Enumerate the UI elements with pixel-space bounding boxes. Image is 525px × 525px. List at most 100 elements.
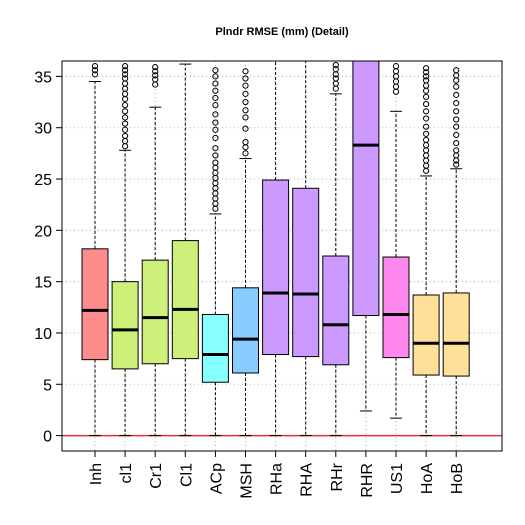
outlier-point bbox=[91, 71, 99, 78]
outlier-point bbox=[423, 87, 430, 94]
outlier-point bbox=[242, 75, 249, 82]
y-tick-label: 25 bbox=[34, 172, 52, 189]
outlier-point bbox=[423, 108, 430, 115]
box-rect bbox=[382, 256, 410, 359]
outlier-point bbox=[122, 108, 129, 115]
outlier-point bbox=[152, 76, 159, 83]
y-tick-label: 30 bbox=[34, 121, 52, 138]
outlier-point bbox=[242, 90, 249, 97]
outlier-point bbox=[212, 145, 219, 152]
y-tick-label: 35 bbox=[34, 69, 52, 86]
outlier-point bbox=[392, 63, 400, 70]
outlier-point bbox=[212, 80, 219, 87]
box-rect bbox=[412, 294, 440, 376]
outlier-point bbox=[332, 75, 339, 82]
outlier-point bbox=[453, 147, 460, 154]
outlier-point bbox=[453, 91, 460, 98]
outlier-point bbox=[122, 102, 129, 109]
box-rha bbox=[292, 60, 320, 437]
x-tick-label: RHr bbox=[329, 462, 346, 491]
outlier-point bbox=[453, 131, 460, 138]
outlier-point bbox=[122, 120, 129, 127]
outlier-point bbox=[423, 115, 430, 122]
y-tick-label: 5 bbox=[43, 377, 52, 394]
outlier-point bbox=[212, 87, 219, 94]
outlier-point bbox=[423, 147, 430, 154]
outlier-point bbox=[122, 114, 129, 121]
plot-frame bbox=[61, 60, 503, 452]
x-tick-label: Cr1 bbox=[148, 463, 165, 489]
box-rect bbox=[322, 255, 350, 366]
y-axis: 0 5 10 15 20 25 30 35 bbox=[34, 69, 62, 446]
outlier-point bbox=[423, 167, 430, 174]
box-rhr bbox=[322, 62, 350, 437]
box-rect bbox=[201, 314, 229, 383]
outlier-point bbox=[453, 99, 460, 107]
x-tick-label: HoB bbox=[449, 463, 466, 494]
outlier-point bbox=[122, 143, 129, 150]
outlier-point bbox=[212, 67, 219, 74]
box-rect bbox=[442, 292, 470, 377]
outlier-point bbox=[152, 72, 159, 79]
x-tick-label: US1 bbox=[389, 463, 406, 494]
outlier-point bbox=[332, 62, 339, 69]
outlier-point bbox=[212, 205, 219, 212]
outlier-point bbox=[212, 73, 219, 80]
outlier-point bbox=[122, 132, 129, 140]
y-tick-label: 20 bbox=[34, 223, 52, 240]
x-tick-label: HoA bbox=[419, 463, 436, 494]
box-rect bbox=[292, 187, 320, 358]
outlier-point bbox=[122, 67, 129, 74]
x-tick-label: Cl1 bbox=[178, 463, 195, 487]
outlier-point bbox=[242, 138, 249, 146]
chart-title: Plndr RMSE (mm) (Detail) bbox=[215, 26, 349, 38]
outlier-point bbox=[212, 102, 219, 109]
outlier-point bbox=[242, 114, 249, 121]
y-tick-label: 0 bbox=[43, 429, 52, 446]
box-msh bbox=[232, 68, 259, 437]
outlier-point bbox=[392, 83, 400, 90]
outlier-point bbox=[242, 150, 249, 157]
x-tick-label: RHR bbox=[359, 463, 376, 498]
outlier-point bbox=[242, 82, 249, 89]
outlier-point bbox=[212, 134, 219, 142]
box-rect bbox=[111, 281, 139, 370]
x-tick-label: cl1 bbox=[118, 463, 135, 484]
outlier-point bbox=[212, 94, 219, 102]
outlier-point bbox=[332, 66, 339, 73]
box-rect bbox=[171, 240, 199, 360]
outlier-point bbox=[453, 123, 460, 130]
x-tick-label: ACp bbox=[208, 463, 225, 494]
outlier-point bbox=[212, 152, 219, 159]
outlier-point bbox=[423, 123, 430, 130]
outlier-point bbox=[122, 71, 129, 78]
y-tick-label: 15 bbox=[34, 275, 52, 292]
outlier-point bbox=[122, 63, 129, 70]
outlier-point bbox=[332, 85, 339, 92]
outlier-point bbox=[453, 161, 460, 168]
outlier-point bbox=[453, 140, 460, 147]
box-series bbox=[81, 60, 470, 437]
box-inh bbox=[81, 63, 109, 437]
outlier-point bbox=[122, 75, 129, 82]
x-tick-label: RHa bbox=[269, 463, 286, 495]
outlier-point bbox=[152, 68, 159, 75]
x-tick-label: RHA bbox=[299, 463, 316, 497]
box-cl1 bbox=[111, 63, 139, 437]
outlier-point bbox=[242, 107, 249, 114]
outlier-point bbox=[242, 98, 249, 106]
box-cr1 bbox=[141, 64, 169, 437]
box-hob bbox=[442, 67, 470, 437]
outlier-point bbox=[152, 64, 159, 71]
x-axis: Inh cl1 Cr1 Cl1 ACp MSH RHa RHA RHr RHR US1 HoA HoB bbox=[88, 451, 466, 499]
outlier-point bbox=[423, 69, 430, 76]
box-rect bbox=[141, 259, 169, 365]
outlier-point bbox=[423, 77, 430, 84]
outlier-point bbox=[91, 67, 99, 74]
outlier-point bbox=[453, 108, 460, 115]
outlier-point bbox=[212, 195, 219, 202]
outlier-point bbox=[212, 126, 219, 133]
outlier-point bbox=[122, 126, 129, 133]
outlier-point bbox=[152, 81, 159, 88]
x-tick-label: MSH bbox=[239, 463, 256, 499]
